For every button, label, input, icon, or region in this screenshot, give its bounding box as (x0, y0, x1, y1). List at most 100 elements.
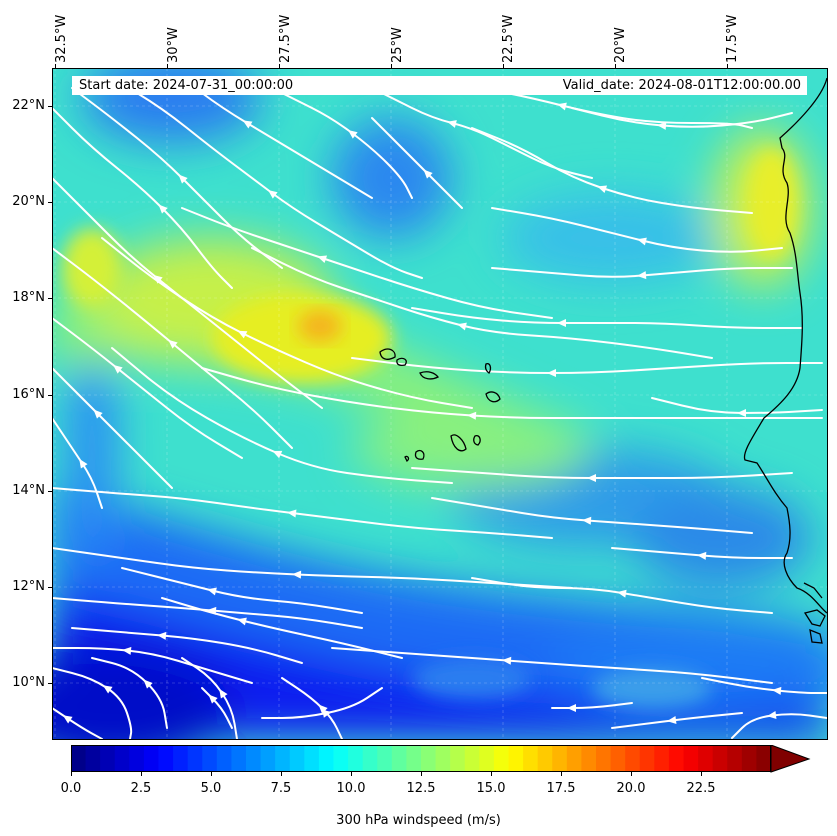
colorbar-segment (537, 745, 553, 772)
streamline-arrow (637, 271, 647, 280)
colorbar-segment (85, 745, 101, 772)
colorbar-segment (318, 745, 335, 772)
lon-tick (279, 64, 280, 68)
streamline-arrow (667, 716, 677, 724)
streamline-arrow (657, 121, 667, 130)
streamline-arrow (237, 617, 247, 626)
colorbar-tick (211, 772, 212, 776)
colorbar-tick-label: 7.5 (270, 781, 292, 796)
colorbar (71, 744, 811, 777)
streamline-arrow (587, 474, 596, 482)
streamline-arrows (62, 102, 782, 724)
lon-label-22-5w: 22.5°W (501, 14, 516, 63)
streamline-arrow (348, 129, 358, 139)
streamline-arrow (157, 631, 167, 640)
streamline (371, 117, 463, 209)
coastlines (379, 77, 827, 644)
streamline-arrow (208, 694, 218, 704)
streamline (111, 77, 423, 279)
colorbar-title: 300 hPa windspeed (m/s) (336, 813, 501, 828)
colorbar-segment (668, 745, 685, 772)
colorbar-tick (351, 772, 352, 776)
streamline (281, 677, 343, 739)
colorbar-segment (493, 745, 510, 772)
lat-label-20n: 20°N (12, 194, 45, 209)
streamline-arrow (79, 458, 88, 469)
colorbar-tick-label: 20.0 (616, 781, 646, 796)
streamline-arrow (597, 185, 608, 194)
colorbar-segment (231, 745, 247, 772)
colorbar-segment (625, 745, 641, 772)
streamline (52, 487, 553, 539)
streamline (411, 307, 803, 329)
colorbar-segment (610, 745, 626, 772)
streamline-arrow (268, 189, 278, 199)
lat-tick (48, 202, 52, 203)
colorbar-segment (479, 745, 495, 772)
wind-speed-map[interactable] (52, 68, 827, 739)
streamline (52, 547, 573, 589)
colorbar-segment (464, 745, 480, 772)
streamline-arrow (93, 409, 103, 419)
colorbar-segment (508, 745, 524, 772)
colorbar-segment (216, 745, 233, 772)
streamline-arrow (287, 509, 297, 518)
streamline (91, 657, 168, 729)
colorbar-tick (71, 772, 72, 776)
streamline (181, 657, 238, 739)
colorbar-segment (275, 745, 291, 772)
streamline-arrow (423, 169, 433, 179)
streamline (261, 687, 383, 719)
streamline (471, 577, 773, 614)
streamline (251, 247, 713, 359)
streamline (611, 712, 743, 729)
colorbar-segment (202, 745, 218, 772)
streamline-arrow (457, 322, 467, 331)
lon-tick (391, 64, 392, 68)
streamline (731, 713, 827, 739)
colorbar-tick-label: 12.5 (406, 781, 436, 796)
streamline-arrow (122, 646, 132, 655)
streamline (471, 127, 753, 214)
colorbar-segment (304, 745, 320, 772)
streamline-arrow (567, 704, 576, 712)
streamline-arrow (557, 102, 567, 111)
lon-label-25w: 25°W (390, 27, 405, 63)
streamline (52, 107, 233, 289)
colorbar-tick-label: 5.0 (200, 781, 222, 796)
lon-label-17-5w: 17.5°W (725, 14, 740, 63)
colorbar-segment (683, 745, 699, 772)
lat-tick (48, 395, 52, 396)
colorbar-segment (654, 745, 670, 772)
streamline-arrow (767, 711, 777, 719)
colorbar-outline (71, 745, 771, 772)
streamline (52, 597, 363, 629)
streamline (52, 247, 293, 449)
lon-tick (615, 64, 616, 68)
streamline (111, 347, 453, 484)
colorbar-segment (741, 745, 758, 772)
lat-label-10n: 10°N (12, 675, 45, 690)
streamline-arrow (292, 570, 302, 579)
lon-tick (55, 64, 56, 68)
colorbar-segment (421, 745, 437, 772)
colorbar-title-row: 300 hPa windspeed (m/s) (0, 809, 837, 828)
colorbar-segment (333, 745, 349, 772)
streamline-arrow (178, 174, 188, 184)
streamline-arrow (272, 450, 283, 459)
streamline (411, 467, 793, 479)
streamline-arrow (102, 685, 113, 694)
lat-label-16n: 16°N (12, 387, 45, 402)
colorbar-segment (71, 745, 87, 772)
streamline-arrow (242, 120, 253, 129)
streamline-arrow (168, 339, 178, 349)
colorbar-tick-label: 15.0 (476, 781, 506, 796)
lon-label-27-5w: 27.5°W (278, 14, 293, 63)
streamline-arrow (447, 120, 457, 128)
colorbar-segment (391, 745, 408, 772)
colorbar-segment (246, 745, 262, 772)
lon-tick (727, 64, 728, 68)
colorbar-segment (727, 745, 743, 772)
colorbar-segment (260, 745, 276, 772)
colorbar-segment (143, 745, 160, 772)
